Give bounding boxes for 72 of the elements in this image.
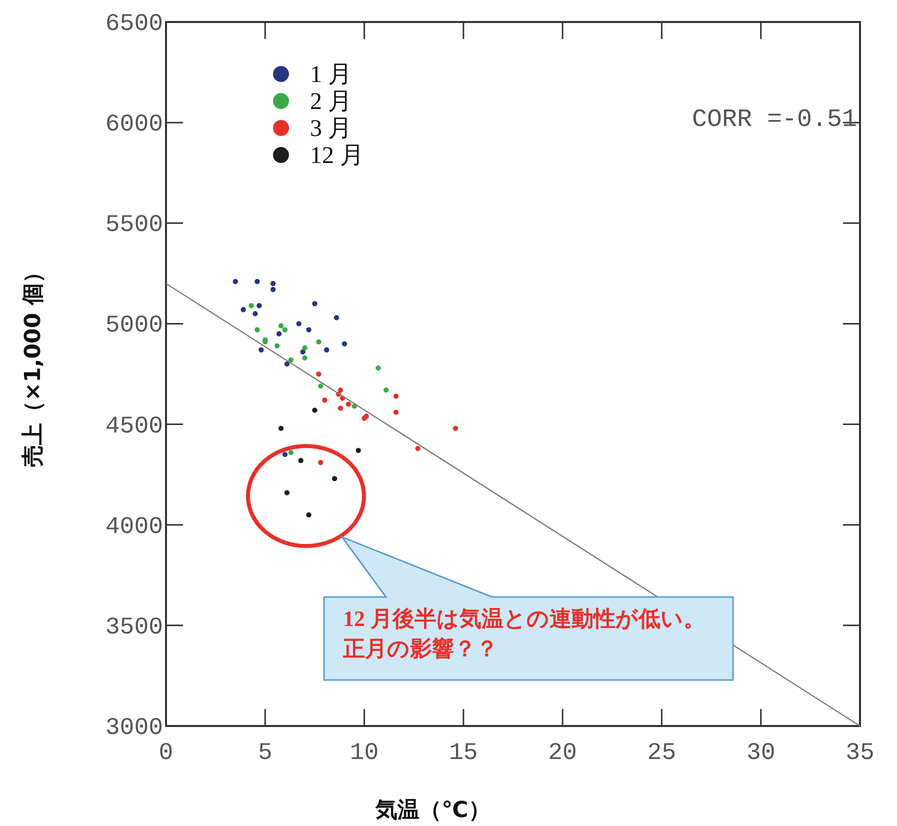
point [258,347,264,352]
y-tick-label: 6500 [105,11,163,38]
point [316,339,322,344]
point [254,278,260,284]
x-axis-title: 気温（℃） [374,798,490,823]
point [278,323,284,328]
annotation: 12 月後半は気温との連動性が低い。正月の影響？？ [343,605,706,663]
x-tick-label: 0 [158,740,174,767]
point [322,398,328,403]
point [282,452,288,458]
point [284,490,290,496]
point [332,476,338,482]
point [270,280,276,286]
point [338,406,344,411]
point [356,448,361,454]
point [276,331,282,336]
point [393,394,399,399]
point [248,303,254,308]
x-tick-label: 10 [350,740,379,767]
point [288,450,294,456]
point [312,301,318,306]
point [298,458,304,464]
y-tick-label: 4000 [105,514,163,541]
y-tick-label: 3500 [105,614,163,642]
legend-label: 2 月 [310,89,352,115]
annotation: CORR =-0.51 [692,105,857,134]
point [252,311,258,316]
legend-label: 1 月 [310,62,352,88]
point [284,361,290,367]
x-tick-label: 35 [846,740,874,767]
point [318,460,324,466]
point [302,355,308,361]
point [312,408,318,413]
point [254,327,260,332]
x-tick-label: 25 [647,740,676,767]
point [232,278,238,284]
point [415,446,420,452]
point [240,307,246,312]
y-tick-label: 6000 [105,112,163,139]
point [282,327,288,332]
point [383,387,389,393]
legend-label: 3 月 [310,116,352,142]
point [376,365,381,371]
point [278,426,284,431]
point [296,321,302,326]
point [324,347,330,352]
point [346,402,352,407]
point [306,512,312,518]
point [338,387,344,393]
point [452,426,458,431]
y-tick-label: 5000 [105,312,163,340]
point [288,357,294,363]
x-tick-label: 30 [746,740,776,767]
point [256,303,262,308]
y-tick-label: 5500 [105,212,163,240]
point [318,383,324,389]
point [334,315,340,320]
legend-label: 12 月 [310,143,364,169]
y-tick-label: 4500 [105,413,163,440]
x-tick-label: 5 [258,740,272,767]
point [306,327,312,332]
y-tick-label: 3000 [105,715,163,742]
x-tick-label: 20 [548,740,577,767]
point [342,341,348,346]
point [274,343,280,348]
y-axis-title: 売上（×1,000 個） [21,261,46,467]
point [300,349,306,354]
point [316,371,322,377]
point [393,410,399,415]
x-tick-label: 15 [449,740,478,767]
point [270,286,276,292]
point [302,345,308,350]
